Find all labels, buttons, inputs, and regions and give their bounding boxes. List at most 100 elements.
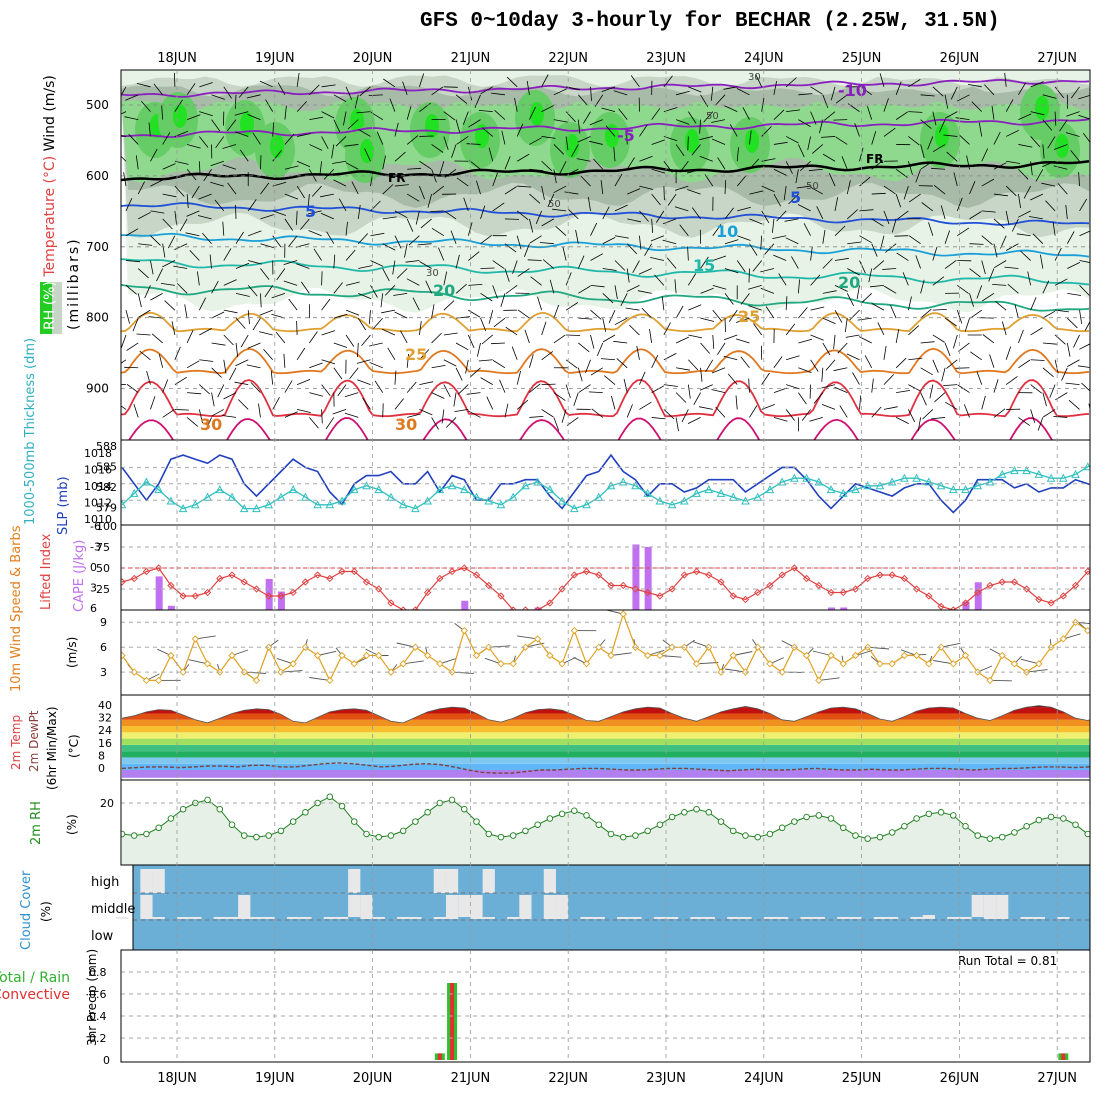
wind-barb xyxy=(760,287,775,294)
wind-barb xyxy=(852,372,860,385)
wind-barb xyxy=(199,82,213,88)
day-label-bottom: 24JUN xyxy=(744,1071,784,1086)
wind-barb xyxy=(748,378,750,393)
wind-barb xyxy=(309,84,320,96)
wind-barb xyxy=(227,119,237,131)
isotherm-label: 10 xyxy=(716,222,738,241)
wind-barb xyxy=(406,218,414,232)
thickness-point xyxy=(337,496,347,505)
cloud-cell-low xyxy=(910,917,923,919)
cloud-cell-low xyxy=(433,917,446,919)
wind-barb xyxy=(144,285,151,299)
lifted-index-point xyxy=(252,585,261,593)
lifted-index-point xyxy=(974,588,982,597)
rh-point xyxy=(791,818,798,825)
wind-barb xyxy=(516,210,529,221)
rh-point xyxy=(497,833,505,841)
rh-point xyxy=(485,830,492,838)
day-label-top: 21JUN xyxy=(451,51,491,66)
wind-barb xyxy=(356,359,371,364)
wind-barb xyxy=(537,296,543,311)
wind-barb xyxy=(162,260,176,268)
lifted-index-point xyxy=(301,578,309,586)
wind-barb xyxy=(578,342,590,353)
wind-barb xyxy=(602,268,617,271)
lifted-index-point xyxy=(338,567,346,576)
wind-barb xyxy=(345,162,359,170)
thickness-point xyxy=(276,492,286,501)
day-label-top: 26JUN xyxy=(940,51,980,66)
thickness-point xyxy=(594,492,604,501)
wind-barb-10m xyxy=(812,650,832,656)
wind-barb xyxy=(321,111,335,119)
wind-barb xyxy=(679,224,689,236)
cloud-cell-low xyxy=(873,917,887,919)
wind-barb xyxy=(883,127,896,137)
wind-barb xyxy=(589,140,603,145)
wind-barb xyxy=(344,412,359,418)
wind-speed-point xyxy=(839,660,847,668)
wind-barb xyxy=(140,100,151,112)
wind-barb xyxy=(711,119,726,123)
wind-barb xyxy=(369,342,383,347)
wind-tick-label: 6 xyxy=(100,641,107,654)
wind-barb xyxy=(981,260,986,275)
wind-speed-point xyxy=(595,643,603,651)
wind-barb xyxy=(247,199,257,212)
wind-barb xyxy=(176,283,188,294)
wind-barb xyxy=(933,184,946,195)
thickness-point xyxy=(1071,469,1080,478)
wind-barb xyxy=(626,130,628,145)
wind-barb xyxy=(222,164,237,170)
wind-barb xyxy=(541,185,545,200)
wind-barb xyxy=(895,193,902,208)
wind-speed-point xyxy=(766,660,774,668)
wind-barb xyxy=(663,186,665,201)
lifted-index-point xyxy=(375,585,383,593)
wind-barb xyxy=(492,360,506,369)
wind-barb xyxy=(1061,367,1068,381)
wind-barb xyxy=(822,94,829,109)
precip-total-label: Total / Rain xyxy=(0,970,70,986)
wind-barb xyxy=(284,380,293,393)
wind-barb xyxy=(296,320,298,335)
thickness-point xyxy=(178,504,188,513)
wind-barb xyxy=(235,231,244,244)
wind-barb xyxy=(223,248,232,261)
day-label-top: 24JUN xyxy=(744,51,784,66)
wind-barb xyxy=(575,229,579,244)
wind-barb xyxy=(981,395,986,410)
wind-barb xyxy=(908,409,916,423)
temp-band xyxy=(121,719,1090,727)
thickness-point xyxy=(484,496,494,505)
pressure-tick-label: 500 xyxy=(86,98,109,112)
wind-barb xyxy=(715,94,726,106)
wind-barb xyxy=(333,367,343,380)
wind-barb xyxy=(549,279,555,294)
wind-barb xyxy=(541,409,554,418)
wind-barb xyxy=(724,293,734,305)
thickness-tick-label: 579 xyxy=(96,502,117,515)
wind-barb xyxy=(859,235,872,244)
wind-barb xyxy=(644,243,653,256)
wind-barb xyxy=(501,130,506,145)
wind-barb xyxy=(590,222,598,236)
wind-barb xyxy=(964,318,970,332)
wind-barb xyxy=(861,293,872,304)
wind-barb xyxy=(798,307,808,319)
wind-barb xyxy=(202,232,212,244)
wind-barb xyxy=(651,385,665,393)
wind-barb xyxy=(160,283,175,286)
wind-speed-point xyxy=(998,651,1006,660)
wind-barb xyxy=(662,218,677,225)
wind-barb xyxy=(957,227,970,237)
wind-barb xyxy=(283,260,298,265)
wind-barb xyxy=(553,119,568,123)
wind-barb xyxy=(867,106,873,120)
wind-barb xyxy=(956,310,963,324)
lifted-index-point xyxy=(900,574,909,583)
wind-barb xyxy=(1014,304,1019,319)
cloud-cell xyxy=(470,895,483,917)
wind-barb xyxy=(627,218,641,223)
wind-barb xyxy=(675,119,690,125)
